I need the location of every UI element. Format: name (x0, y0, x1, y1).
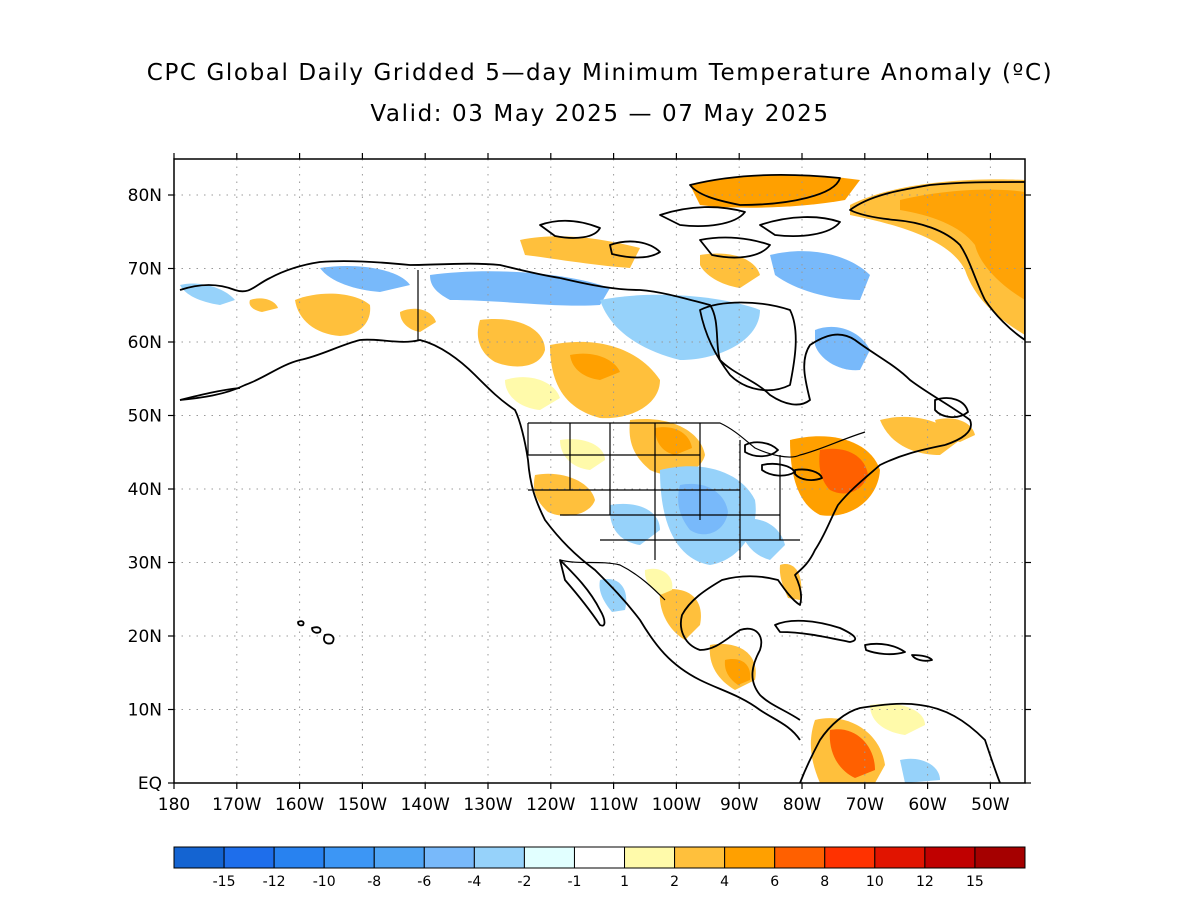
anomaly-shading (180, 174, 1025, 783)
colorbar-label: 2 (670, 874, 679, 890)
longitude-label: 110W (589, 795, 638, 815)
longitude-label: 140W (401, 795, 450, 815)
colorbar-swatch (523, 846, 575, 869)
longitude-label: 100W (652, 795, 701, 815)
colorbar-swatch (273, 846, 325, 869)
colorbar-swatch (674, 846, 726, 869)
chart-subtitle: Valid: 03 May 2025 — 07 May 2025 (370, 101, 830, 127)
colorbar-swatch (323, 846, 375, 869)
chart-title: CPC Global Daily Gridded 5—day Minimum T… (146, 60, 1054, 86)
latitude-label: 30N (128, 554, 162, 574)
latitude-label: 50N (128, 407, 162, 427)
longitude-label: 170W (212, 795, 261, 815)
colorbar-label: -8 (367, 874, 381, 890)
colorbar-swatch (724, 846, 776, 869)
colorbar-label: 15 (966, 874, 984, 890)
longitude-label: 80W (783, 795, 822, 815)
longitude-label: 90W (720, 795, 759, 815)
longitude-label: 50W (971, 795, 1010, 815)
colorbar-label: 12 (916, 874, 934, 890)
colorbar-swatch (874, 846, 926, 869)
colorbar-label: -6 (417, 874, 431, 890)
colorbar-swatch (373, 846, 425, 869)
colorbar-label: 1 (620, 874, 629, 890)
latitude-label: 80N (128, 186, 162, 206)
longitude-label: 120W (526, 795, 575, 815)
longitude-labels: 180 170W 160W 150W 140W 130W 120W 110W 100W 90W 80… (158, 795, 1010, 815)
colorbar-label: -15 (213, 874, 236, 890)
colorbar-swatch (924, 846, 976, 869)
latitude-label: EQ (138, 774, 162, 794)
colorbar-swatch (173, 846, 225, 869)
colorbar-swatch (974, 846, 1026, 869)
latitude-label: 40N (128, 480, 162, 500)
colorbar-swatch (423, 846, 475, 869)
coastlines (179, 174, 1025, 783)
colorbar-label: -2 (517, 874, 531, 890)
colorbar-label: -12 (263, 874, 286, 890)
axis-ticks (168, 153, 1031, 789)
colorbar-label: -1 (567, 874, 581, 890)
latitude-label: 70N (128, 260, 162, 280)
colorbar-label: 8 (820, 874, 829, 890)
map-frame (173, 158, 1026, 784)
colorbar-labels: -15 -12 -10 -8 -6 -4 -2 -1 1 2 4 6 8 10 12 15 (213, 874, 984, 890)
longitude-label: 150W (338, 795, 387, 815)
latitude-label: 20N (128, 627, 162, 647)
longitude-label: 180 (158, 795, 190, 815)
colorbar (173, 846, 1026, 869)
longitude-label: 70W (846, 795, 885, 815)
colorbar-swatch (774, 846, 826, 869)
colorbar-swatch (473, 846, 525, 869)
longitude-label: 130W (463, 795, 512, 815)
longitude-label: 60W (908, 795, 947, 815)
latitude-labels: 80N 70N 60N 50N 40N 30N 20N 10N EQ (128, 186, 162, 794)
colorbar-swatch (624, 846, 676, 869)
colorbar-label: 4 (720, 874, 729, 890)
colorbar-label: 6 (770, 874, 779, 890)
colorbar-swatch (223, 846, 275, 869)
colorbar-label: -10 (313, 874, 336, 890)
colorbar-label: 10 (866, 874, 884, 890)
political-borders (417, 270, 866, 601)
colorbar-swatch (573, 846, 626, 869)
colorbar-label: -4 (467, 874, 481, 890)
map-area (174, 159, 1025, 783)
latitude-label: 10N (128, 701, 162, 721)
longitude-label: 160W (275, 795, 324, 815)
colorbar-swatch (824, 846, 876, 869)
latitude-label: 60N (128, 333, 162, 353)
